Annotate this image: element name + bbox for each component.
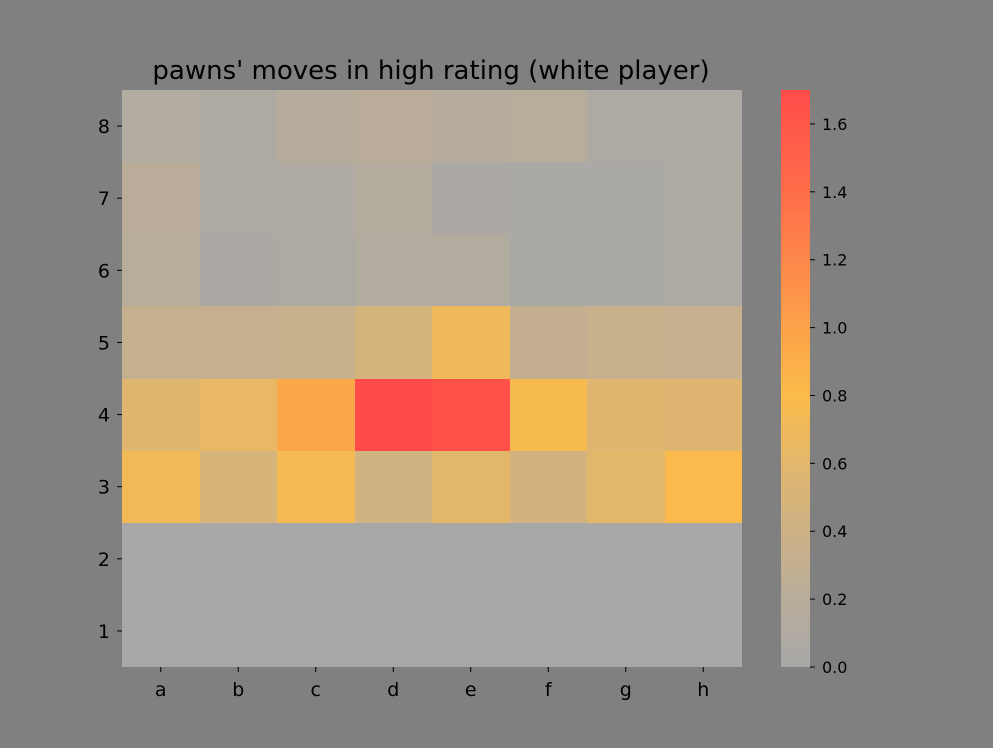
heatmap-cell-a8 [122,90,200,162]
heatmap-cell-e8 [432,90,510,162]
heatmap-cell-d3 [355,451,432,523]
heatmap-cells [122,90,742,667]
colorbar-tick-label: 0.2 [822,590,847,609]
heatmap-cell-d2 [355,523,432,595]
heatmap-cell-c7 [277,162,355,234]
heatmap-cell-c5 [277,306,355,379]
colorbar-ticks: 0.0 0.2 0.4 0.6 0.8 1.0 1.2 1.4 1.6 [810,115,847,677]
heatmap-cell-e4 [432,379,510,451]
colorbar-tick-label: 0.0 [822,658,847,677]
heatmap-cell-a5 [122,306,200,379]
colorbar [781,90,810,667]
x-tick-label: d [387,679,399,701]
y-tick-label: 8 [98,116,110,138]
heatmap-cell-c6 [277,234,355,306]
heatmap-cell-e3 [432,451,510,523]
colorbar-tick-label: 0.8 [822,386,847,405]
colorbar-tick-label: 0.6 [822,454,847,473]
heatmap-cell-d4 [355,379,432,451]
heatmap-cell-d5 [355,306,432,379]
heatmap-cell-f2 [510,523,587,595]
heatmap-cell-d8 [355,90,432,162]
heatmap-cell-g6 [587,234,665,306]
heatmap-cell-b8 [200,90,277,162]
heatmap-cell-c8 [277,90,355,162]
heatmap-cell-b4 [200,379,277,451]
heatmap-cell-e2 [432,523,510,595]
y-tick-label: 7 [98,188,110,210]
heatmap-cell-h5 [665,306,742,379]
y-axis-ticks: 8 7 6 5 4 3 2 1 [98,116,122,643]
heatmap-cell-g2 [587,523,665,595]
heatmap-cell-g5 [587,306,665,379]
colorbar-tick-label: 1.2 [822,251,847,270]
chart-title: pawns' moves in high rating (white playe… [152,56,709,86]
heatmap-cell-d6 [355,234,432,306]
heatmap-cell-b2 [200,523,277,595]
heatmap-cell-c4 [277,379,355,451]
heatmap-cell-a2 [122,523,200,595]
heatmap-cell-f8 [510,90,587,162]
x-tick-label: f [545,679,553,701]
x-tick-label: h [697,679,709,701]
heatmap-cell-g8 [587,90,665,162]
heatmap-cell-h4 [665,379,742,451]
y-tick-label: 2 [98,549,110,571]
x-axis-ticks: a b c d e f g h [155,667,709,701]
heatmap-cell-h6 [665,234,742,306]
heatmap-cell-g4 [587,379,665,451]
heatmap-cell-e7 [432,162,510,234]
heatmap-cell-a7 [122,162,200,234]
heatmap-cell-g7 [587,162,665,234]
heatmap-cell-f6 [510,234,587,306]
heatmap-cell-f3 [510,451,587,523]
heatmap-cell-h2 [665,523,742,595]
heatmap-cell-h3 [665,451,742,523]
x-tick-label: b [232,679,244,701]
x-tick-label: a [155,679,167,701]
heatmap-cell-g1 [587,595,665,667]
heatmap-cell-d7 [355,162,432,234]
heatmap-cell-h7 [665,162,742,234]
heatmap-cell-f7 [510,162,587,234]
y-tick-label: 6 [98,260,110,282]
heatmap-cell-a4 [122,379,200,451]
y-tick-label: 4 [98,405,110,427]
colorbar-tick-label: 0.4 [822,522,847,541]
colorbar-tick-label: 1.6 [822,115,847,134]
heatmap-cell-e6 [432,234,510,306]
heatmap-cell-e5 [432,306,510,379]
heatmap-cell-h8 [665,90,742,162]
heatmap-cell-f4 [510,379,587,451]
heatmap-cell-b3 [200,451,277,523]
heatmap-cell-d1 [355,595,432,667]
heatmap-cell-b6 [200,234,277,306]
colorbar-tick-label: 1.0 [822,319,847,338]
x-tick-label: g [620,679,632,701]
heatmap-cell-b1 [200,595,277,667]
colorbar-tick-label: 1.4 [822,183,847,202]
heatmap-cell-b5 [200,306,277,379]
heatmap-cell-b7 [200,162,277,234]
heatmap-cell-f1 [510,595,587,667]
heatmap-cell-c1 [277,595,355,667]
heatmap-cell-g3 [587,451,665,523]
x-tick-label: c [311,679,321,701]
heatmap-cell-a3 [122,451,200,523]
y-tick-label: 1 [98,621,110,643]
heatmap-cell-h1 [665,595,742,667]
heatmap-cell-a1 [122,595,200,667]
heatmap-cell-e1 [432,595,510,667]
heatmap-cell-c2 [277,523,355,595]
x-tick-label: e [465,679,477,701]
heatmap-cell-f5 [510,306,587,379]
heatmap-cell-c3 [277,451,355,523]
y-tick-label: 5 [98,332,110,354]
y-tick-label: 3 [98,477,110,499]
heatmap-cell-a6 [122,234,200,306]
